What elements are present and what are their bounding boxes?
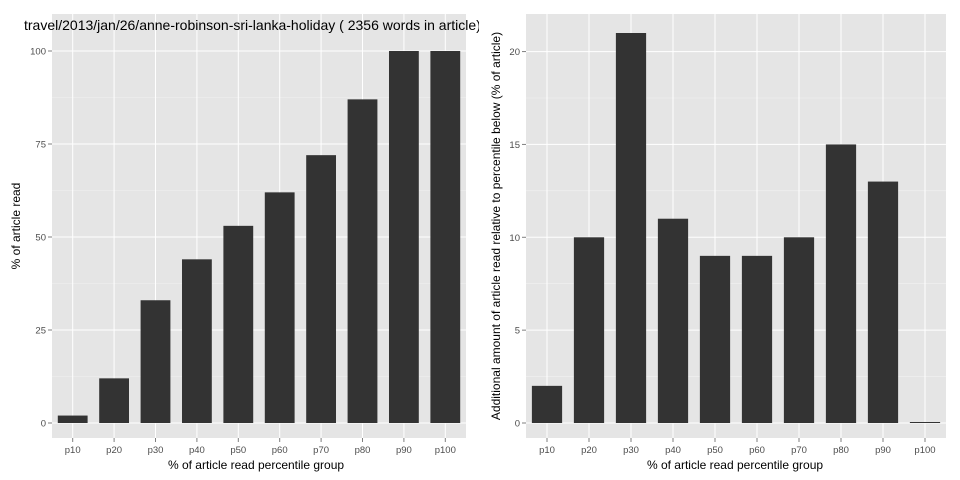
x-tick-label-p80: p80 bbox=[355, 445, 371, 456]
left-bars bbox=[57, 51, 461, 424]
x-tick-label-p10: p10 bbox=[539, 445, 555, 456]
bar-p20 bbox=[99, 378, 130, 423]
bar-p100 bbox=[909, 422, 941, 423]
left-y-axis-title: % of article read bbox=[9, 183, 23, 270]
bar-p50 bbox=[699, 255, 731, 423]
right-bars bbox=[531, 33, 941, 423]
x-tick-label-p50: p50 bbox=[230, 445, 246, 456]
x-tick-label-p20: p20 bbox=[106, 445, 122, 456]
x-tick-label-p10: p10 bbox=[65, 445, 81, 456]
bar-p90 bbox=[867, 181, 899, 423]
y-tick-label: 15 bbox=[509, 140, 520, 151]
x-tick-label-p80: p80 bbox=[833, 445, 849, 456]
bar-p80 bbox=[825, 144, 857, 423]
y-tick-label: 5 bbox=[515, 326, 520, 337]
bar-p70 bbox=[306, 155, 337, 423]
chart-additional-read: 0 5 10 15 20 p10 p20 p30 p40 p50 p60 p70 p80 p90 p100… bbox=[489, 14, 946, 472]
left-x-axis-title: % of article read percentile group bbox=[168, 458, 344, 472]
right-y-axis-title: Additional amount of article read relati… bbox=[489, 32, 503, 420]
bar-p80 bbox=[347, 99, 378, 424]
bar-p30 bbox=[140, 300, 171, 423]
y-tick-label: 20 bbox=[509, 47, 520, 58]
y-tick-label: 75 bbox=[35, 140, 46, 151]
right-x-axis: p10 p20 p30 p40 p50 p60 p70 p80 p90 p100 bbox=[539, 438, 936, 456]
bar-p40 bbox=[657, 218, 689, 423]
bar-p60 bbox=[264, 192, 295, 423]
x-tick-label-p70: p70 bbox=[791, 445, 807, 456]
left-y-axis: 0 25 50 75 100 bbox=[30, 47, 52, 430]
y-tick-label: 25 bbox=[35, 326, 46, 337]
y-tick-label: 50 bbox=[35, 233, 46, 244]
x-tick-label-p100: p100 bbox=[914, 445, 935, 456]
y-tick-label: 0 bbox=[41, 419, 46, 430]
y-tick-label: 100 bbox=[30, 47, 46, 58]
x-tick-label-p30: p30 bbox=[623, 445, 639, 456]
x-tick-label-p60: p60 bbox=[272, 445, 288, 456]
bar-p20 bbox=[573, 237, 605, 423]
bar-p10 bbox=[57, 415, 88, 423]
bar-p70 bbox=[783, 237, 815, 423]
x-tick-label-p100: p100 bbox=[435, 445, 456, 456]
x-tick-label-p90: p90 bbox=[875, 445, 891, 456]
bar-p30 bbox=[615, 33, 647, 423]
x-tick-label-p20: p20 bbox=[581, 445, 597, 456]
left-x-axis: p10 p20 p30 p40 p50 p60 p70 p80 p90 p100 bbox=[65, 438, 456, 456]
bar-p100 bbox=[430, 51, 461, 423]
x-tick-label-p90: p90 bbox=[396, 445, 412, 456]
x-tick-label-p40: p40 bbox=[189, 445, 205, 456]
bar-p60 bbox=[741, 255, 773, 423]
right-x-axis-title: % of article read percentile group bbox=[647, 458, 823, 472]
x-tick-label-p70: p70 bbox=[313, 445, 329, 456]
bar-p90 bbox=[388, 51, 419, 423]
x-tick-label-p60: p60 bbox=[749, 445, 765, 456]
x-tick-label-p30: p30 bbox=[148, 445, 164, 456]
x-tick-label-p40: p40 bbox=[665, 445, 681, 456]
bar-p10 bbox=[531, 385, 563, 423]
y-tick-label: 0 bbox=[515, 419, 520, 430]
left-chart-title: travel/2013/jan/26/anne-robinson-sri-lan… bbox=[24, 17, 481, 33]
right-y-axis: 0 5 10 15 20 bbox=[509, 47, 526, 430]
bar-p40 bbox=[181, 259, 212, 423]
y-tick-label: 10 bbox=[509, 233, 520, 244]
bar-p50 bbox=[223, 225, 254, 423]
x-tick-label-p50: p50 bbox=[707, 445, 723, 456]
